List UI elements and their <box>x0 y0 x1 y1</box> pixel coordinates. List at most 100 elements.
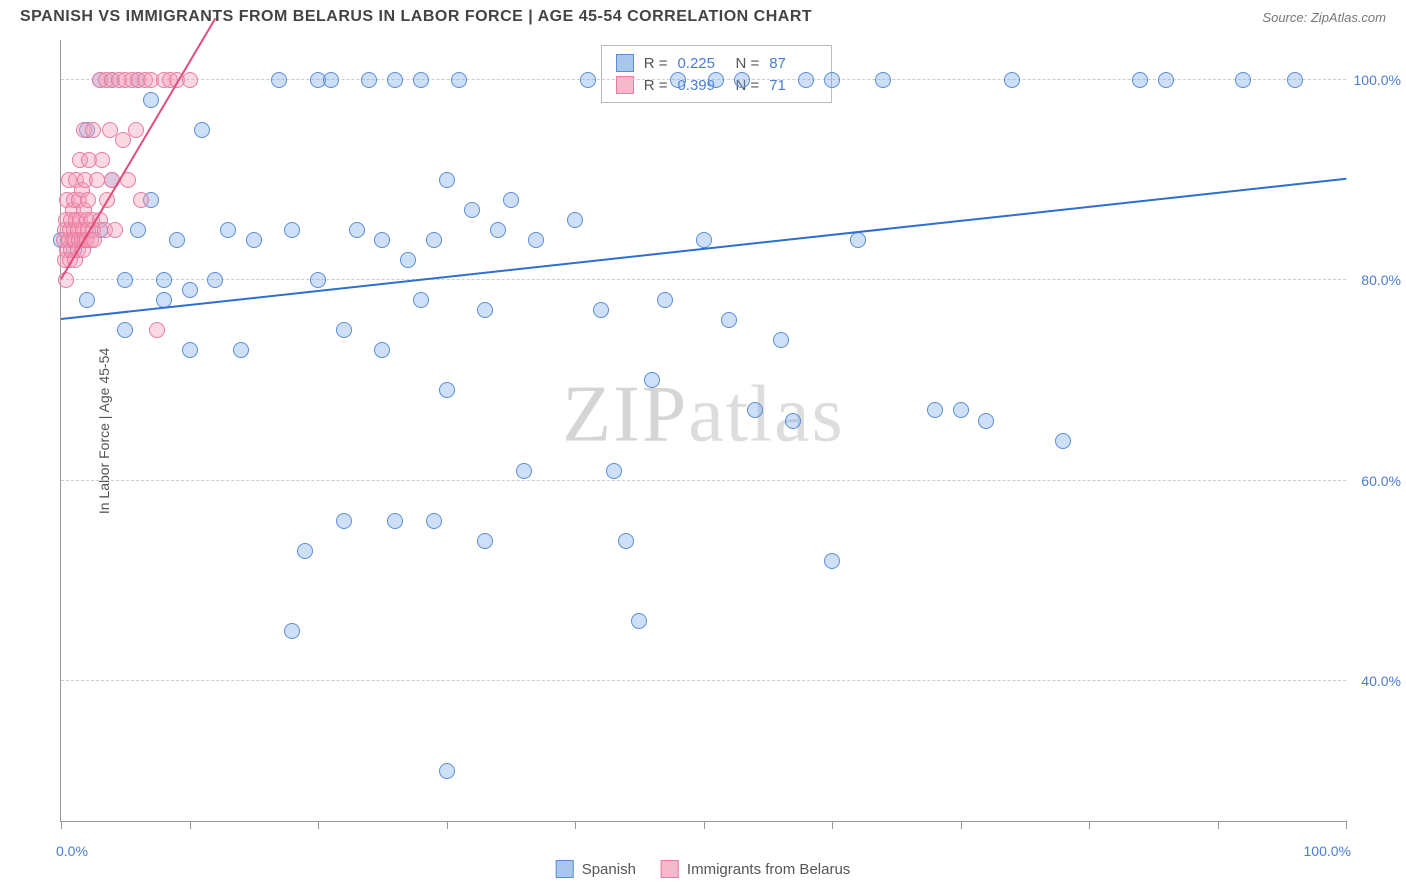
data-point <box>798 72 814 88</box>
stats-row-spanish: R = 0.225 N = 87 <box>616 52 818 74</box>
data-point <box>107 222 123 238</box>
data-point <box>953 402 969 418</box>
trend-line <box>61 178 1346 320</box>
trend-line <box>60 18 216 279</box>
data-point <box>747 402 763 418</box>
data-point <box>169 232 185 248</box>
data-point <box>1132 72 1148 88</box>
data-point <box>464 202 480 218</box>
data-point <box>439 172 455 188</box>
data-point <box>1235 72 1251 88</box>
data-point <box>631 613 647 629</box>
data-point <box>1055 433 1071 449</box>
data-point <box>528 232 544 248</box>
data-point <box>182 342 198 358</box>
data-point <box>644 372 660 388</box>
data-point <box>85 122 101 138</box>
data-point <box>156 272 172 288</box>
data-point <box>875 72 891 88</box>
data-point <box>490 222 506 238</box>
data-point <box>439 763 455 779</box>
data-point <box>58 272 74 288</box>
data-point <box>130 222 146 238</box>
legend-item-belarus: Immigrants from Belarus <box>661 860 850 878</box>
data-point <box>567 212 583 228</box>
data-point <box>336 513 352 529</box>
data-point <box>323 72 339 88</box>
data-point <box>1287 72 1303 88</box>
gridline <box>61 79 1346 80</box>
data-point <box>708 72 724 88</box>
x-axis-min-label: 0.0% <box>56 843 88 859</box>
x-axis-max-label: 100.0% <box>1304 843 1351 859</box>
data-point <box>387 513 403 529</box>
y-tick-label: 100.0% <box>1354 72 1401 88</box>
data-point <box>503 192 519 208</box>
data-point <box>670 72 686 88</box>
legend-swatch-spanish <box>556 860 574 878</box>
legend-item-spanish: Spanish <box>556 860 636 878</box>
data-point <box>117 322 133 338</box>
data-point <box>451 72 467 88</box>
data-point <box>439 382 455 398</box>
data-point <box>194 122 210 138</box>
data-point <box>978 413 994 429</box>
data-point <box>477 533 493 549</box>
scatter-chart: ZIPatlas In Labor Force | Age 45-54 0.0%… <box>60 40 1346 822</box>
data-point <box>89 172 105 188</box>
watermark: ZIPatlas <box>562 369 845 460</box>
data-point <box>657 292 673 308</box>
data-point <box>220 222 236 238</box>
data-point <box>426 232 442 248</box>
x-tick <box>832 821 833 829</box>
y-tick-label: 80.0% <box>1361 272 1401 288</box>
bottom-legend: Spanish Immigrants from Belarus <box>556 860 851 878</box>
data-point <box>606 463 622 479</box>
data-point <box>927 402 943 418</box>
data-point <box>374 342 390 358</box>
source-attribution: Source: ZipAtlas.com <box>1262 10 1386 25</box>
data-point <box>580 72 596 88</box>
data-point <box>413 72 429 88</box>
y-tick-label: 60.0% <box>1361 473 1401 489</box>
data-point <box>361 72 377 88</box>
data-point <box>1158 72 1174 88</box>
x-tick <box>961 821 962 829</box>
data-point <box>80 192 96 208</box>
data-point <box>773 332 789 348</box>
data-point <box>149 322 165 338</box>
data-point <box>734 72 750 88</box>
gridline <box>61 279 1346 280</box>
data-point <box>94 152 110 168</box>
x-tick <box>61 821 62 829</box>
x-tick <box>447 821 448 829</box>
x-tick <box>1218 821 1219 829</box>
data-point <box>143 92 159 108</box>
x-tick <box>190 821 191 829</box>
y-axis-title: In Labor Force | Age 45-54 <box>96 347 112 513</box>
data-point <box>117 272 133 288</box>
data-point <box>426 513 442 529</box>
data-point <box>284 623 300 639</box>
data-point <box>374 232 390 248</box>
data-point <box>128 122 144 138</box>
data-point <box>413 292 429 308</box>
data-point <box>233 342 249 358</box>
chart-title: SPANISH VS IMMIGRANTS FROM BELARUS IN LA… <box>20 8 812 26</box>
data-point <box>477 302 493 318</box>
x-tick <box>1346 821 1347 829</box>
gridline <box>61 480 1346 481</box>
data-point <box>207 272 223 288</box>
data-point <box>516 463 532 479</box>
gridline <box>61 680 1346 681</box>
data-point <box>850 232 866 248</box>
data-point <box>182 72 198 88</box>
data-point <box>387 72 403 88</box>
data-point <box>271 72 287 88</box>
data-point <box>721 312 737 328</box>
swatch-spanish <box>616 54 634 72</box>
legend-swatch-belarus <box>661 860 679 878</box>
data-point <box>593 302 609 318</box>
data-point <box>618 533 634 549</box>
data-point <box>246 232 262 248</box>
